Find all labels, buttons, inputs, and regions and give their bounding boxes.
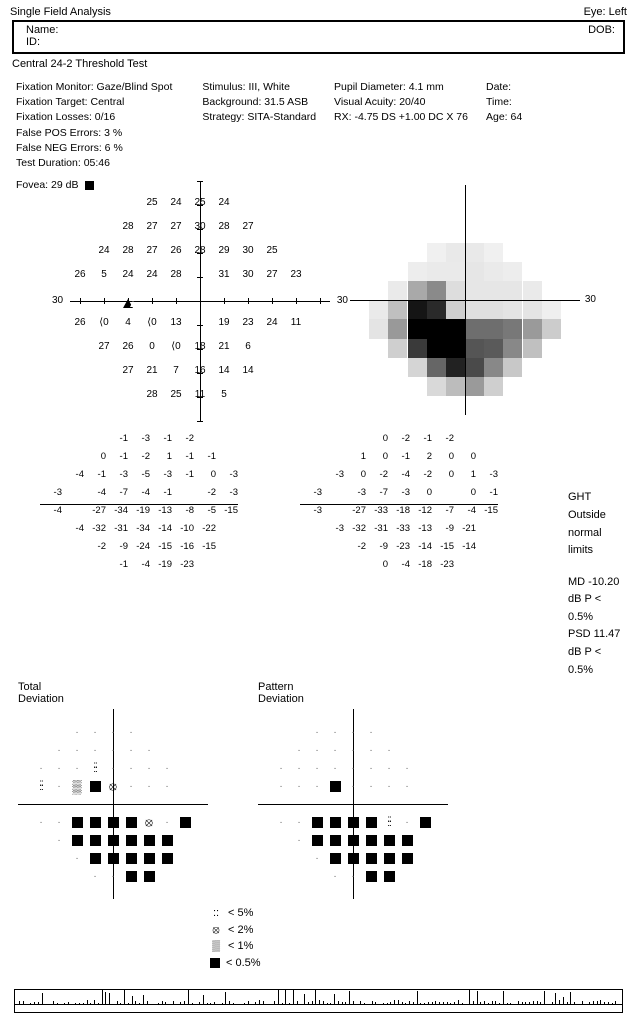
pattern-deviation-label: PatternDeviation xyxy=(258,681,448,705)
pattern-deviation-prob: ···························::::····· xyxy=(258,709,448,899)
test-name: Central 24-2 Threshold Test xyxy=(12,58,627,70)
threshold-grid: 30 30 2524252428272730282724282726282930… xyxy=(70,181,330,421)
patient-box: Name:DOB: ID: xyxy=(12,20,625,54)
grayscale-map: 30 xyxy=(350,185,580,415)
gaze-track xyxy=(14,989,623,1013)
test-parameters: Fixation Monitor: Gaze/Blind SpotFixatio… xyxy=(16,80,627,171)
pattern-deviation-numeric: 0-2-1-210-1200-30-2-4-201-3-3-3-7-300-1-… xyxy=(300,429,530,599)
probability-legend: ::< 5%⦻< 2%▒< 1%< 0.5% xyxy=(210,905,627,971)
page-title: Single Field Analysis xyxy=(10,6,111,18)
total-deviation-prob: ·············::::····::::·▒⦻·····⦻····· xyxy=(18,709,208,899)
total-deviation-numeric: -1-3-1-20-1-21-1-1-4-1-3-5-3-10-3-3-4-7-… xyxy=(40,429,270,599)
global-indices: GHT Outside normal limits MD -10.20 dB P… xyxy=(568,489,627,679)
eye-label: Eye: Left xyxy=(584,6,627,18)
total-deviation-label: TotalDeviation xyxy=(18,681,208,705)
